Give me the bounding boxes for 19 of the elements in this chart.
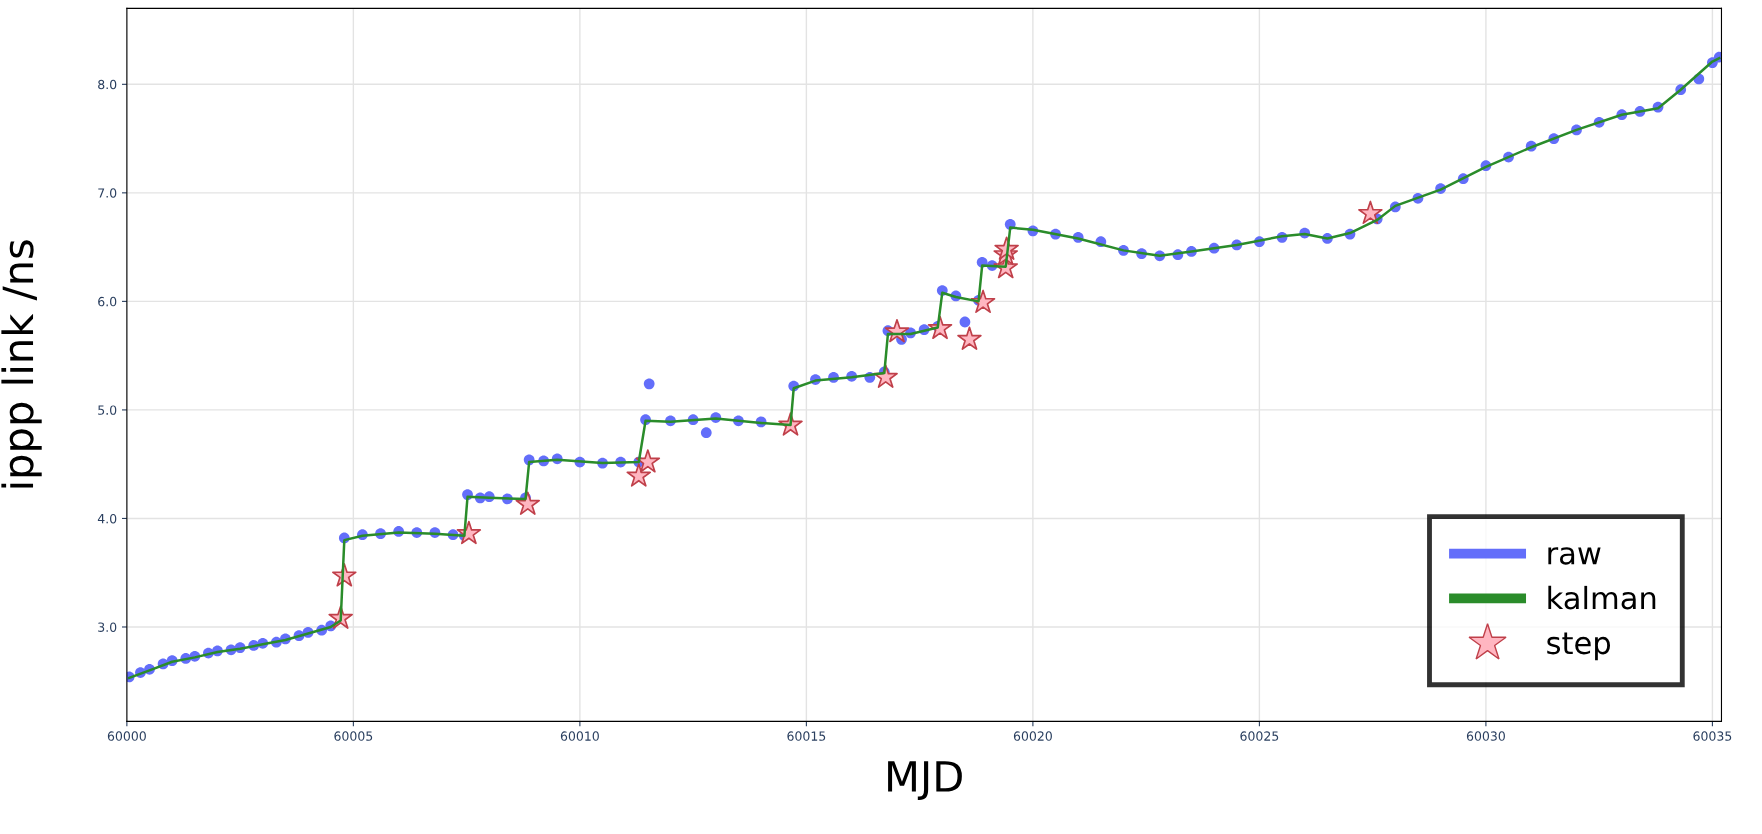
y-tick-label: 3.0 — [98, 622, 117, 632]
y-axis-title: ippp link /ns — [1, 240, 42, 488]
x-axis-title: MJD — [888, 761, 962, 800]
y-tick-label: 5.0 — [98, 405, 117, 415]
y-tick-label: 8.0 — [98, 79, 117, 90]
x-tick-label: 60000 — [107, 731, 146, 741]
x-tick-label: 60035 — [1693, 731, 1732, 741]
legend-label: step — [1547, 632, 1611, 661]
x-tick-label: 60005 — [334, 731, 373, 741]
legend-label: raw — [1548, 547, 1601, 565]
legend-label: kalman — [1548, 585, 1656, 610]
y-tick-label: 6.0 — [98, 296, 117, 307]
x-tick-label: 60030 — [1466, 731, 1505, 741]
y-tick-label: 7.0 — [98, 188, 117, 198]
x-tick-label: 60010 — [560, 731, 599, 741]
x-tick-label: 60020 — [1013, 731, 1052, 741]
y-tick-label: 4.0 — [97, 513, 117, 524]
x-tick-label: 60025 — [1240, 731, 1279, 741]
x-tick-label: 60015 — [787, 731, 826, 741]
